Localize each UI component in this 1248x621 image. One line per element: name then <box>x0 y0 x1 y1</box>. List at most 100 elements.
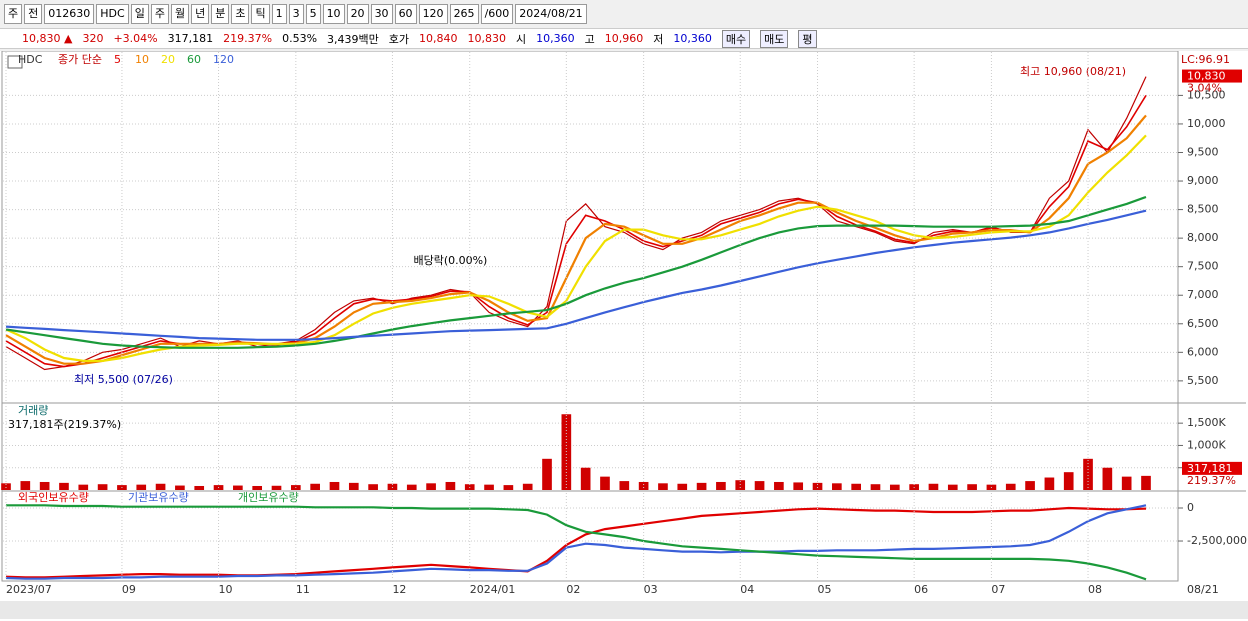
line <box>6 504 1147 581</box>
y-tick-label: 6,500 <box>1187 317 1219 330</box>
volume-bar <box>503 485 514 490</box>
volume-bar <box>194 485 205 490</box>
volume-bar <box>812 482 823 490</box>
change-label: 3.04% <box>1187 82 1222 95</box>
volume-bar <box>136 484 147 490</box>
toolbar-item[interactable]: 1 <box>271 4 287 24</box>
toolbar-item[interactable]: 2024/08/21 <box>515 4 587 24</box>
legend-entry: 20 <box>161 53 175 66</box>
last-volume-label: 317,181 <box>1187 462 1233 475</box>
toolbar-item[interactable]: 5 <box>305 4 321 24</box>
x-tick-label: 07 <box>991 583 1005 596</box>
volume-bar <box>310 483 320 490</box>
quote-field: 호가 <box>388 32 410 46</box>
volume-bar <box>20 481 31 490</box>
toolbar-item[interactable]: 60 <box>394 4 417 24</box>
y-tick-label: 10,500 <box>1187 88 1226 101</box>
volume-bar <box>271 485 282 490</box>
quote-field: 3,439백만 <box>327 32 379 46</box>
volume-bar <box>252 485 263 490</box>
y-tick-label: 9,000 <box>1187 174 1219 187</box>
volume-bar <box>348 482 359 490</box>
trade-button[interactable]: 매수 <box>721 29 751 48</box>
toolbar-item[interactable]: 일 <box>130 4 149 24</box>
toolbar: 주 전 012630 HDC 일 주 월 년 분 초 틱 1 3 5 10 20 30 60 120 265/600 2… <box>0 2 1248 26</box>
line <box>5 114 1147 365</box>
quote-field: 0.53% <box>282 32 318 45</box>
toolbar-item[interactable]: 012630 <box>44 4 95 24</box>
toolbar-item[interactable]: 주 <box>150 4 169 24</box>
legend-entry: 120 <box>213 53 234 66</box>
volume-bar <box>619 481 630 490</box>
scrollbar[interactable] <box>0 601 1248 619</box>
y-tick-label: 1,000K <box>1187 438 1226 451</box>
volume-bar <box>870 484 881 490</box>
y-tick-label: 9,500 <box>1187 145 1219 158</box>
volume-bar <box>793 482 804 490</box>
toolbar-item[interactable]: 20 <box>346 4 369 24</box>
icon <box>7 55 23 69</box>
quote-field: 시 <box>516 32 527 46</box>
toolbar-item[interactable]: 틱 <box>251 4 270 24</box>
toolbar-item[interactable]: 265 <box>449 4 479 24</box>
line <box>5 504 1147 580</box>
toolbar-item[interactable]: 초 <box>231 4 250 24</box>
volume-bar <box>851 483 861 490</box>
quote-field: 10,830 ▲ <box>22 32 73 45</box>
panel-subtitle: 317,181주(219.37%) <box>8 418 121 431</box>
volume-bar <box>406 484 417 490</box>
toolbar-item[interactable]: 주 <box>4 4 23 24</box>
x-tick-label: 11 <box>296 583 310 596</box>
quote-field: 10,830 <box>467 32 507 45</box>
annotation: 최고 10,960 (08/21) <box>1020 65 1126 78</box>
toolbar-item[interactable]: 월 <box>170 4 190 24</box>
volume-bar <box>1121 476 1132 490</box>
last-price-label: 10,830 <box>1187 70 1226 83</box>
legend-entry: 기관보유수량 <box>128 491 189 504</box>
volume-bar <box>426 483 436 490</box>
x-tick-label: 02 <box>566 583 580 596</box>
toolbar-item[interactable]: 분 <box>211 4 230 24</box>
trade-button[interactable]: 평 <box>798 29 817 48</box>
toolbar-item[interactable]: 120 <box>418 4 448 24</box>
volume-bar <box>1025 481 1035 490</box>
line <box>5 76 1147 371</box>
volume-bar <box>39 481 50 490</box>
trade-button[interactable]: 매도 <box>760 29 789 48</box>
ratio-label: 219.37% <box>1187 474 1236 487</box>
volume-bar <box>155 483 166 490</box>
volume-bar <box>59 482 69 490</box>
legend-entry: 외국인보유수량 <box>18 491 89 504</box>
volume-bar <box>387 483 398 490</box>
volume-bar <box>638 481 649 490</box>
volume-bar <box>832 483 842 490</box>
toolbar-item[interactable]: 30 <box>370 4 393 24</box>
volume-bar <box>1063 472 1074 490</box>
quote-field: 10,360 <box>536 32 575 45</box>
line <box>5 506 1147 579</box>
last-price-box <box>1182 69 1242 83</box>
volume-bar <box>78 484 89 490</box>
toolbar-item[interactable]: 전 <box>24 4 43 24</box>
toolbar-item[interactable]: HDC <box>96 4 129 24</box>
toolbar-item[interactable]: 년 <box>191 4 210 24</box>
volume-bar <box>542 458 552 490</box>
chart-title: HDC <box>18 53 43 66</box>
toolbar-item[interactable]: 10 <box>322 4 345 24</box>
toolbar-item[interactable]: 3 <box>288 4 304 24</box>
volume-bar <box>677 483 688 490</box>
quote-field: 10,960 <box>604 32 644 45</box>
line <box>5 209 1147 341</box>
x-tick-label: 2024/01 <box>470 583 516 596</box>
y-tick-label: -2,500,000 <box>1187 534 1247 547</box>
toolbar-item[interactable]: /600 <box>480 4 514 24</box>
volume-bar <box>329 481 340 490</box>
x-tick-label: 12 <box>392 583 406 596</box>
quote-field: +3.04% <box>113 32 158 45</box>
quote-field: 10,360 <box>673 32 712 45</box>
panel-title: 거래량 <box>18 404 48 417</box>
y-tick-label: 5,500 <box>1187 374 1219 387</box>
volume-bar <box>967 484 977 490</box>
x-last-date: 08/21 <box>1187 583 1219 596</box>
quote-bar: 10,830 ▲ 320 +3.04% 317,181 219.37% 0.53% 3,43… <box>0 28 1248 49</box>
